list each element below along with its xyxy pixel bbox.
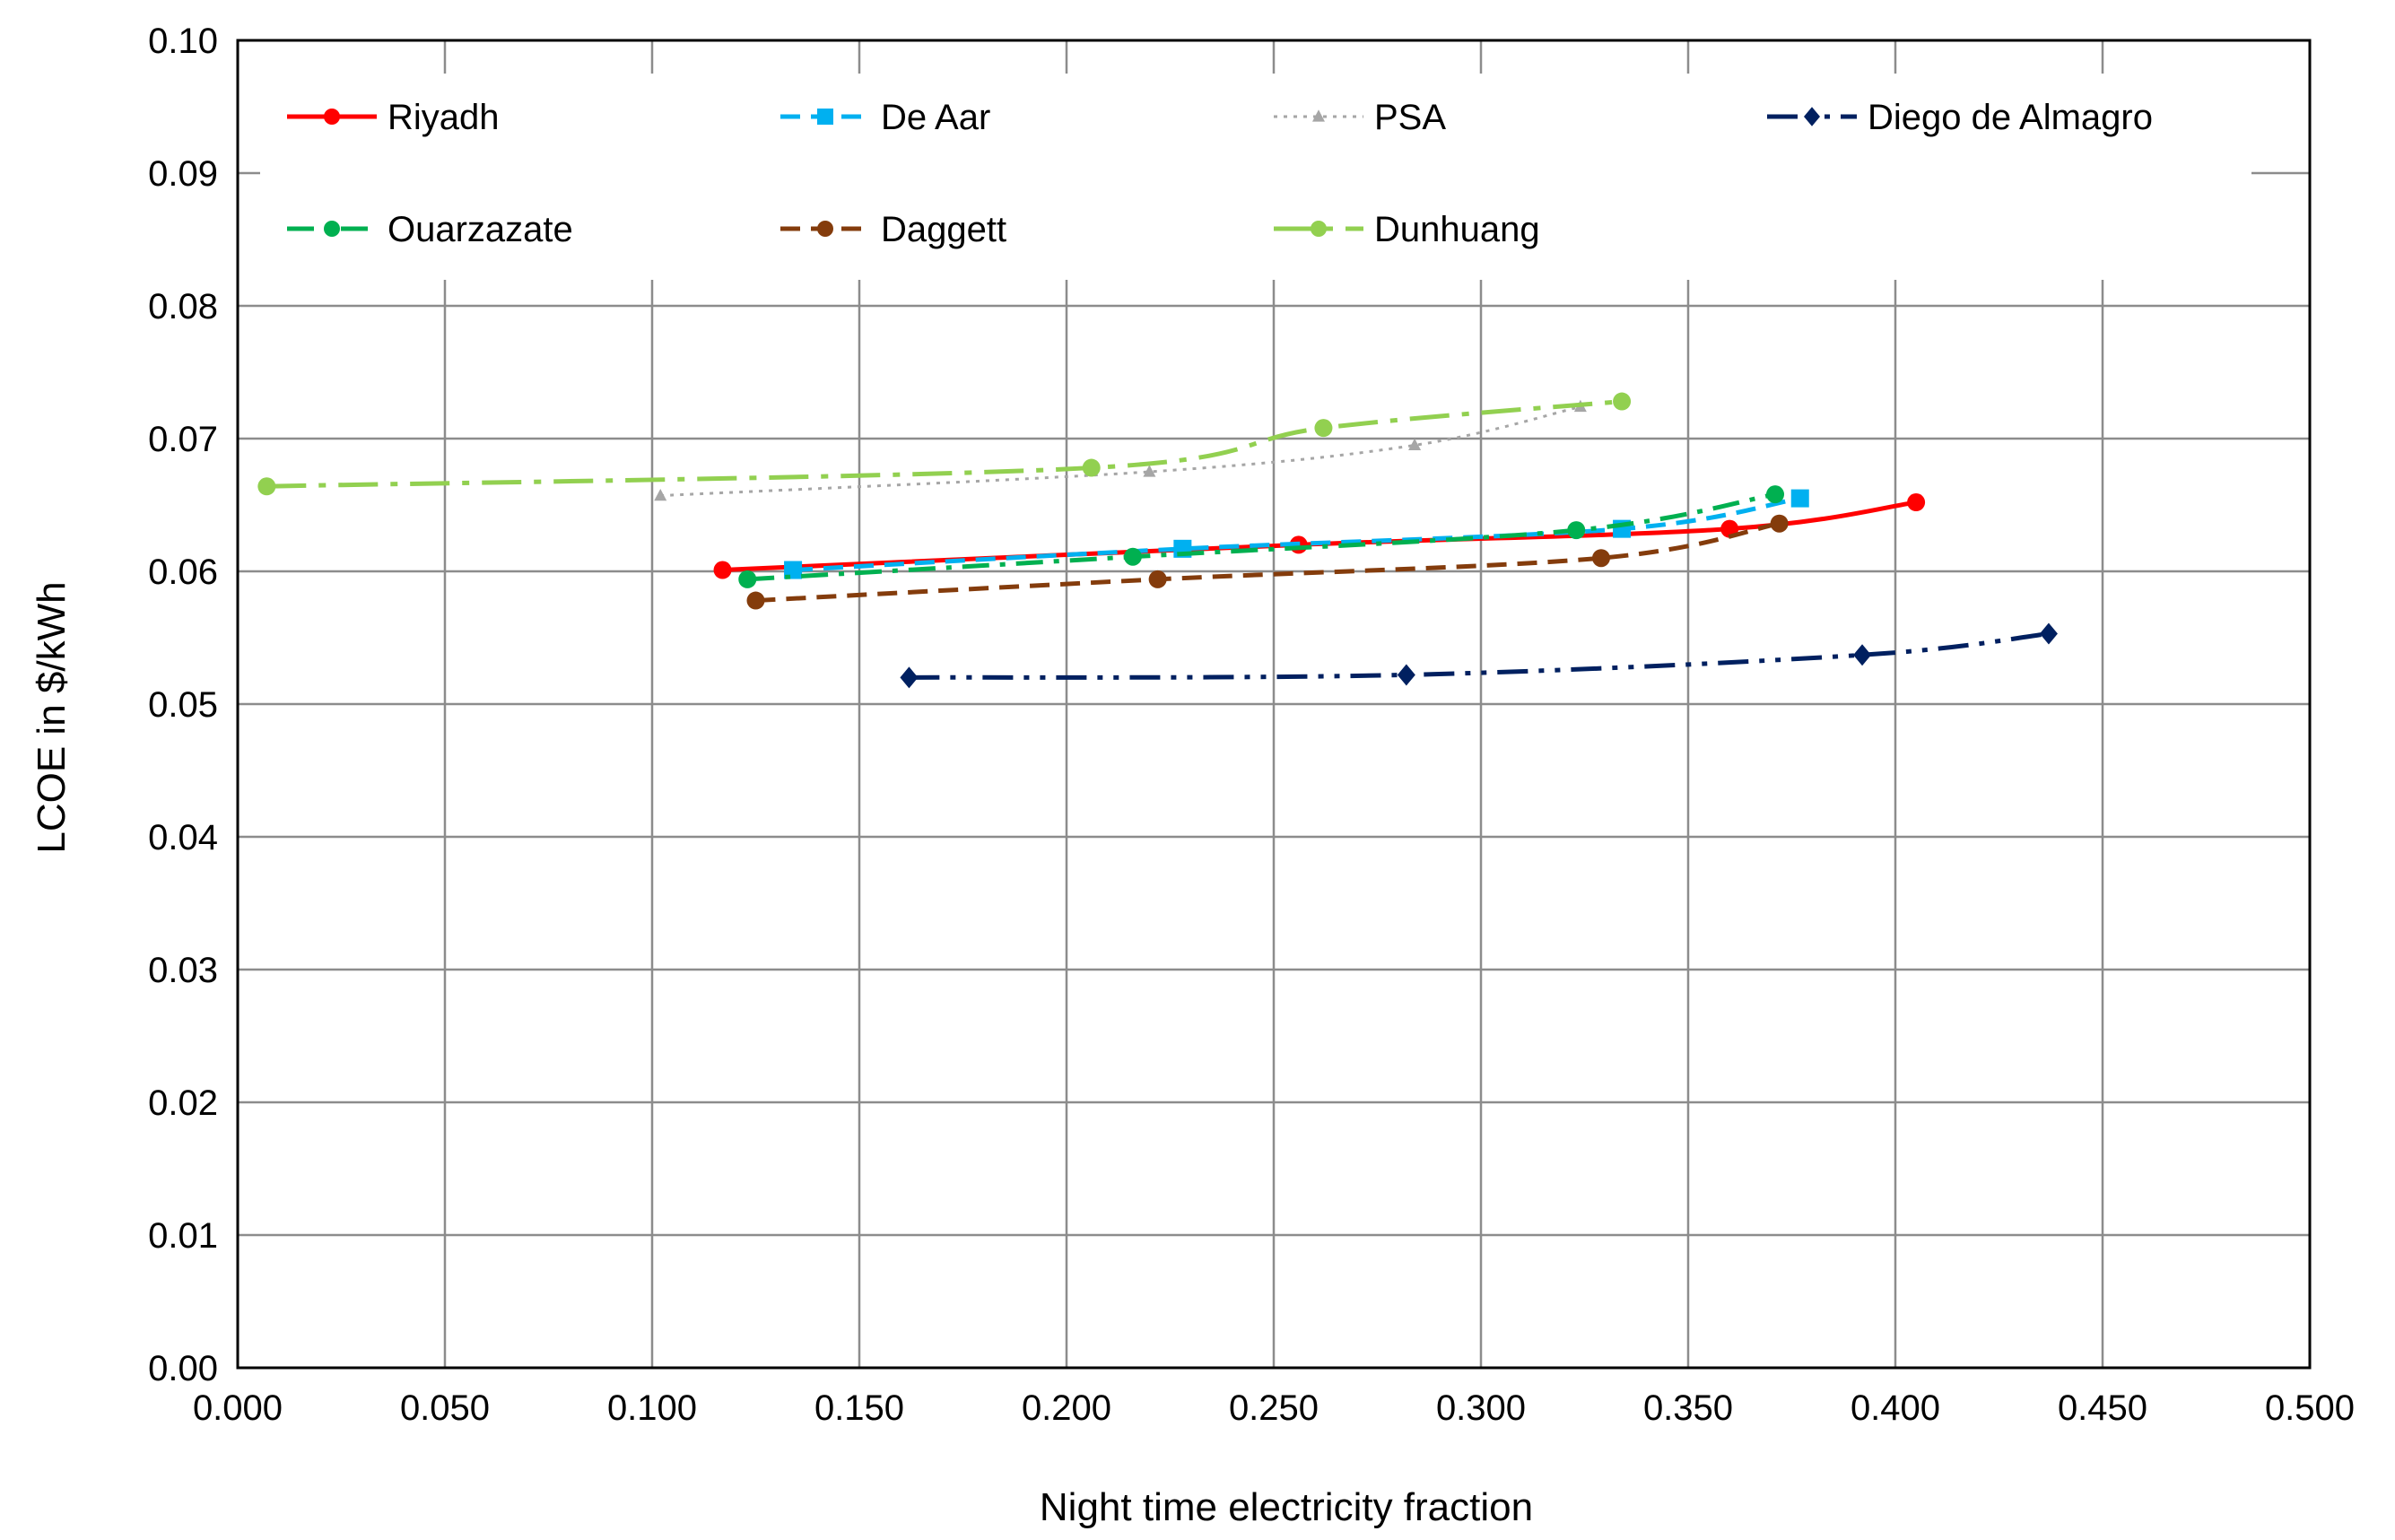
legend-marker-riyadh xyxy=(324,109,340,125)
data-point-dunhuang xyxy=(1314,419,1333,438)
data-point-ouarzazate xyxy=(1567,521,1586,540)
x-tick-label: 0.000 xyxy=(193,1388,283,1428)
legend-label-diego-de-almagro: Diego de Almagro xyxy=(1868,98,2153,137)
legend: Riyadh De Aar PSA Diego de Almagro Ouarzazat… xyxy=(260,74,2251,280)
data-point-riyadh xyxy=(1907,493,1926,512)
data-point-dunhuang xyxy=(1082,458,1101,477)
legend-entry-daggett: Daggett xyxy=(780,210,1006,249)
legend-label-dunhuang: Dunhuang xyxy=(1374,210,1540,249)
x-tick-label: 0.500 xyxy=(2265,1388,2355,1428)
legend-entry-diego-de-almagro: Diego de Almagro xyxy=(1767,98,2153,137)
y-tick-label: 0.04 xyxy=(148,818,218,857)
legend-label-daggett: Daggett xyxy=(881,210,1006,249)
series-line-psa xyxy=(660,405,1581,498)
data-point-diego-de-almagro xyxy=(2039,622,2058,645)
y-tick-label: 0.05 xyxy=(148,685,218,725)
data-point-diego-de-almagro xyxy=(1397,664,1415,686)
y-tick-label: 0.08 xyxy=(148,287,218,326)
legend-label-riyadh: Riyadh xyxy=(388,98,500,137)
legend-entry-ouarzazate: Ouarzazate xyxy=(287,210,573,249)
legend-background xyxy=(260,74,2251,280)
x-tick-label: 0.400 xyxy=(1851,1388,1940,1428)
x-tick-label: 0.100 xyxy=(607,1388,697,1428)
data-point-daggett xyxy=(1770,514,1789,533)
data-point-dunhuang xyxy=(257,477,276,496)
y-axis-title: LCOE in $/kWh xyxy=(30,581,74,853)
x-tick-label: 0.300 xyxy=(1436,1388,1526,1428)
data-point-ouarzazate xyxy=(1123,547,1142,566)
y-tick-label: 0.07 xyxy=(148,420,218,459)
x-axis-title: Night time electricity fraction xyxy=(1040,1485,1533,1529)
plot-area-frame xyxy=(236,39,2312,1370)
legend-entry-de-aar: De Aar xyxy=(780,98,990,137)
y-tick-label: 0.09 xyxy=(148,154,218,194)
legend-label-psa: PSA xyxy=(1374,98,1446,137)
data-point-daggett xyxy=(1591,549,1610,568)
series-layer xyxy=(257,392,2058,689)
y-tick-label: 0.06 xyxy=(148,552,218,592)
series-daggett xyxy=(746,514,1789,610)
series-diego-de-almagro xyxy=(900,622,2058,689)
series-line-de-aar xyxy=(792,496,1801,573)
series-line-ouarzazate xyxy=(747,492,1776,582)
legend-marker-daggett xyxy=(817,221,833,237)
data-point-ouarzazate xyxy=(1766,485,1785,504)
data-point-de-aar xyxy=(784,561,803,579)
series-dunhuang xyxy=(257,392,1632,496)
legend-marker-ouarzazate xyxy=(324,221,340,237)
legend-label-de-aar: De Aar xyxy=(881,98,990,137)
data-point-de-aar xyxy=(1790,489,1809,508)
data-point-ouarzazate xyxy=(738,570,757,588)
y-axis-ticks: 0.00 0.01 0.02 0.03 0.04 0.05 0.06 0.07 0.08 0.09… xyxy=(148,22,218,1388)
legend-marker-dunhuang xyxy=(1311,221,1327,237)
data-point-diego-de-almagro xyxy=(900,666,919,689)
legend-marker-de-aar xyxy=(817,109,833,125)
x-tick-label: 0.150 xyxy=(814,1388,904,1428)
y-tick-label: 0.01 xyxy=(148,1216,218,1256)
data-point-psa xyxy=(654,488,667,501)
legend-entry-riyadh: Riyadh xyxy=(287,98,500,137)
data-point-psa xyxy=(1143,465,1156,477)
x-tick-label: 0.050 xyxy=(400,1388,490,1428)
y-tick-label: 0.00 xyxy=(148,1349,218,1388)
y-tick-label: 0.10 xyxy=(148,22,218,61)
y-tick-label: 0.02 xyxy=(148,1083,218,1123)
series-ouarzazate xyxy=(738,485,1785,588)
x-tick-label: 0.200 xyxy=(1022,1388,1111,1428)
legend-entry-psa: PSA xyxy=(1274,98,1446,137)
x-tick-label: 0.250 xyxy=(1229,1388,1319,1428)
legend-marker-diego-de-almagro xyxy=(1804,107,1820,126)
y-tick-label: 0.03 xyxy=(148,951,218,990)
x-tick-label: 0.350 xyxy=(1643,1388,1733,1428)
legend-label-ouarzazate: Ouarzazate xyxy=(388,210,573,249)
x-axis-ticks: 0.000 0.050 0.100 0.150 0.200 0.250 0.300 0.350… xyxy=(193,1388,2355,1428)
data-point-daggett xyxy=(746,591,765,610)
data-point-diego-de-almagro xyxy=(1853,644,1872,666)
data-point-psa xyxy=(1408,438,1422,450)
data-point-dunhuang xyxy=(1613,392,1632,411)
series-psa xyxy=(654,399,1587,501)
series-line-daggett xyxy=(755,521,1781,604)
data-point-daggett xyxy=(1148,570,1167,588)
legend-entry-dunhuang: Dunhuang xyxy=(1274,210,1540,249)
x-tick-label: 0.450 xyxy=(2058,1388,2147,1428)
series-line-dunhuang xyxy=(266,399,1623,489)
series-line-diego-de-almagro xyxy=(909,631,2050,680)
data-point-riyadh xyxy=(713,561,732,579)
legend-marker-psa xyxy=(1312,109,1325,122)
